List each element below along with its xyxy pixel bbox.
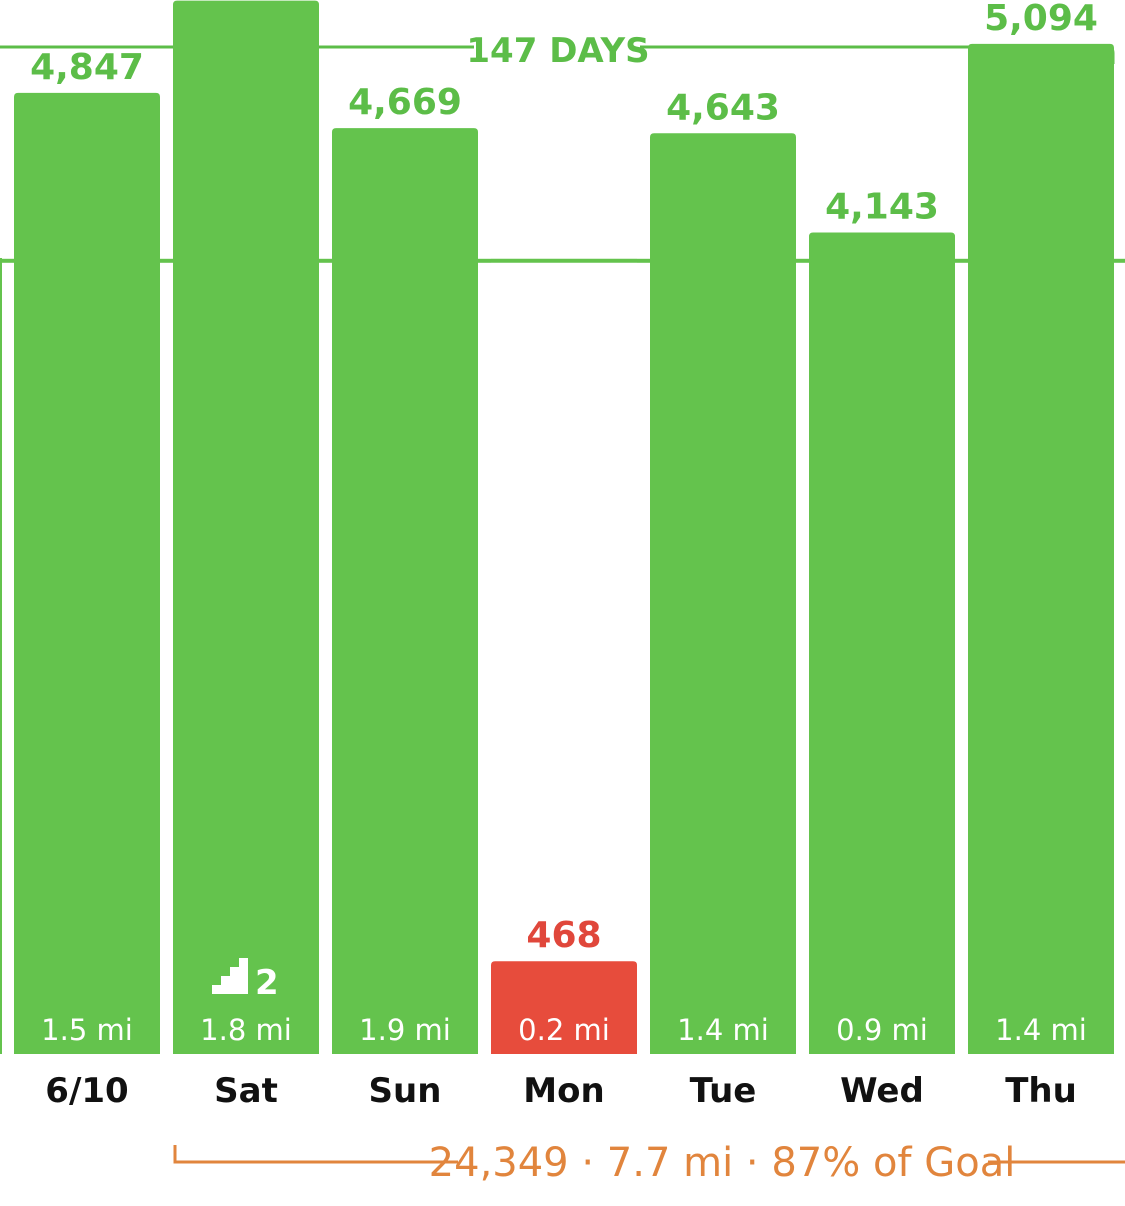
bar-sun	[332, 128, 478, 1054]
day-label: Sun	[369, 1071, 442, 1111]
day-label: Tue	[690, 1071, 757, 1111]
value-label: 4,643	[666, 87, 780, 128]
bar-thu	[968, 43, 1114, 1054]
bar-sat	[173, 0, 319, 1055]
previous-bar-edge	[0, 258, 2, 1054]
distance-label: 1.8 mi	[200, 1013, 292, 1047]
day-label: Sat	[214, 1071, 278, 1111]
day-label: 6/10	[45, 1071, 128, 1111]
flights-count: 2	[255, 963, 279, 1003]
distance-label: 0.9 mi	[836, 1013, 928, 1047]
bar-wed	[809, 232, 955, 1054]
value-label: 5,094	[984, 0, 1098, 39]
streak-bracket: 147 DAYS	[0, 31, 1115, 71]
value-label: 4,143	[825, 186, 939, 227]
value-label: 4,847	[30, 47, 144, 88]
bar-6-10	[14, 92, 160, 1054]
bar-tue	[650, 133, 796, 1055]
summary-bracket: 24,349 · 7.7 mi · 87% of Goal	[173, 1140, 1125, 1186]
distance-label: 1.4 mi	[677, 1013, 769, 1047]
value-label: 468	[526, 915, 601, 956]
bar-mon	[491, 961, 637, 1054]
distance-label: 1.5 mi	[41, 1013, 133, 1047]
day-label: Wed	[840, 1071, 924, 1111]
value-label: 4,669	[348, 82, 462, 123]
distance-label: 1.9 mi	[359, 1013, 451, 1047]
distance-label: 1.4 mi	[995, 1013, 1087, 1047]
weekly-summary: 24,349 · 7.7 mi · 87% of Goal	[429, 1140, 1016, 1186]
day-label: Mon	[523, 1071, 604, 1111]
streak-label: 147 DAYS	[466, 31, 649, 71]
day-label: Thu	[1005, 1071, 1077, 1111]
distance-label: 0.2 mi	[518, 1013, 610, 1047]
stairs-icon	[212, 958, 248, 994]
